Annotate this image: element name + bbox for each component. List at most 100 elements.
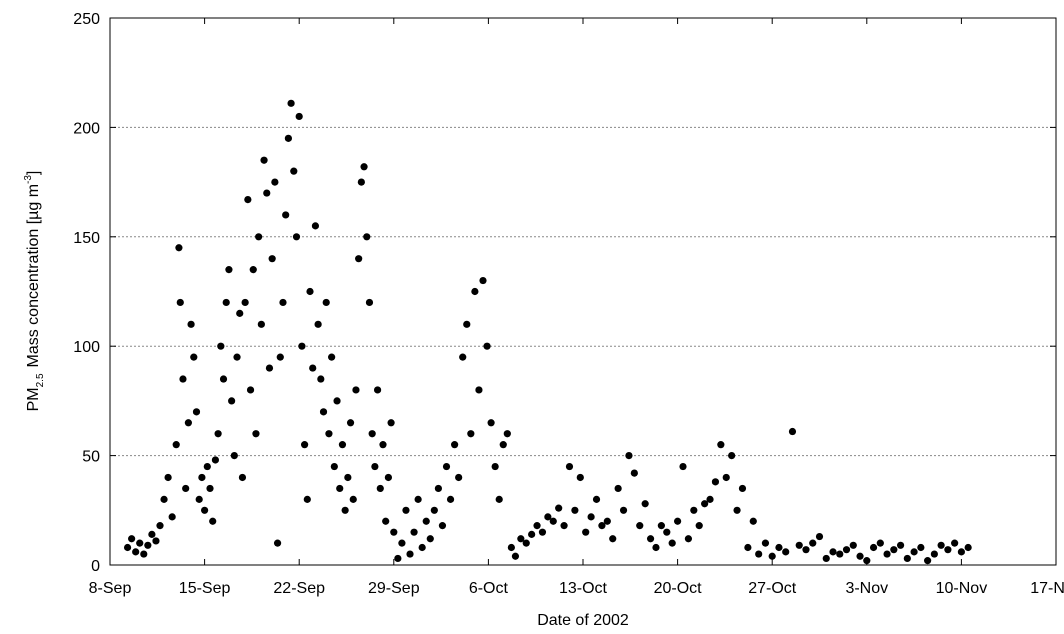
point — [538, 528, 547, 536]
point — [565, 462, 574, 471]
point — [276, 353, 284, 361]
point — [282, 211, 290, 219]
point — [690, 506, 698, 514]
point — [217, 342, 225, 350]
point — [775, 543, 783, 552]
point — [849, 541, 857, 549]
point — [211, 456, 220, 464]
point — [782, 548, 790, 556]
point — [268, 255, 276, 263]
point — [152, 537, 160, 545]
point — [346, 419, 355, 427]
point — [379, 441, 387, 449]
point — [341, 506, 349, 514]
point — [684, 535, 693, 543]
point — [128, 535, 136, 543]
point — [319, 408, 328, 416]
point — [317, 375, 325, 383]
y-tick-label: 150 — [73, 230, 100, 247]
x-tick-label: 13-Oct — [559, 580, 608, 597]
point — [184, 419, 192, 427]
x-tick-label: 10-Nov — [936, 580, 988, 597]
point — [495, 495, 503, 503]
point — [463, 320, 471, 328]
point — [241, 298, 249, 307]
point — [695, 522, 703, 530]
point — [303, 495, 311, 503]
point — [738, 484, 747, 493]
point — [549, 517, 557, 525]
point — [609, 535, 617, 543]
point — [228, 397, 236, 405]
point — [511, 552, 520, 560]
point — [876, 539, 884, 547]
x-tick-label: 3-Nov — [845, 580, 888, 597]
y-label-sub: 2.5 — [35, 373, 46, 387]
point — [376, 484, 384, 493]
point — [244, 196, 252, 204]
point — [674, 517, 682, 525]
point — [815, 532, 824, 541]
point — [333, 397, 341, 405]
x-tick-label: 15-Sep — [179, 580, 231, 597]
point — [382, 517, 390, 525]
point — [148, 530, 156, 538]
point — [446, 495, 455, 503]
x-tick-label: 29-Sep — [368, 580, 420, 597]
point — [360, 163, 368, 171]
point — [964, 543, 972, 552]
point — [301, 441, 309, 449]
point — [398, 539, 406, 547]
point — [636, 522, 644, 530]
point — [434, 484, 442, 493]
point — [701, 500, 709, 508]
point — [533, 522, 541, 530]
point — [233, 353, 241, 361]
x-tick-label: 17-Nov — [1030, 580, 1064, 597]
point — [371, 462, 379, 471]
point — [459, 353, 467, 361]
point — [944, 546, 952, 554]
point — [646, 535, 655, 543]
point — [355, 255, 363, 263]
point — [910, 548, 918, 556]
point — [503, 430, 511, 438]
point — [890, 546, 898, 554]
point — [451, 441, 459, 449]
point — [314, 320, 322, 328]
point — [507, 543, 515, 552]
point — [257, 320, 265, 328]
point — [373, 386, 382, 394]
point — [349, 495, 357, 503]
point — [749, 517, 757, 525]
point — [722, 473, 730, 482]
y-tick-label: 250 — [73, 11, 100, 28]
point — [273, 539, 282, 547]
point — [522, 539, 530, 547]
point — [883, 550, 891, 558]
point — [836, 550, 844, 558]
point — [168, 513, 176, 521]
point — [402, 506, 410, 514]
point — [930, 550, 938, 558]
point — [438, 522, 447, 530]
point — [809, 539, 817, 547]
point — [802, 546, 810, 554]
point — [249, 266, 257, 274]
point — [603, 517, 611, 525]
point — [144, 541, 152, 549]
point — [387, 419, 395, 427]
point — [298, 342, 306, 350]
point — [491, 462, 499, 471]
point — [414, 495, 422, 503]
point — [528, 530, 536, 538]
point — [390, 528, 398, 536]
y-label-end: ] — [25, 171, 42, 175]
point — [483, 342, 491, 350]
point — [917, 543, 925, 552]
point — [418, 543, 426, 552]
point — [206, 484, 214, 493]
x-tick-label: 22-Sep — [273, 580, 325, 597]
y-axis-label: PM2.5 Mass concentration [µg m-3] — [23, 171, 46, 412]
